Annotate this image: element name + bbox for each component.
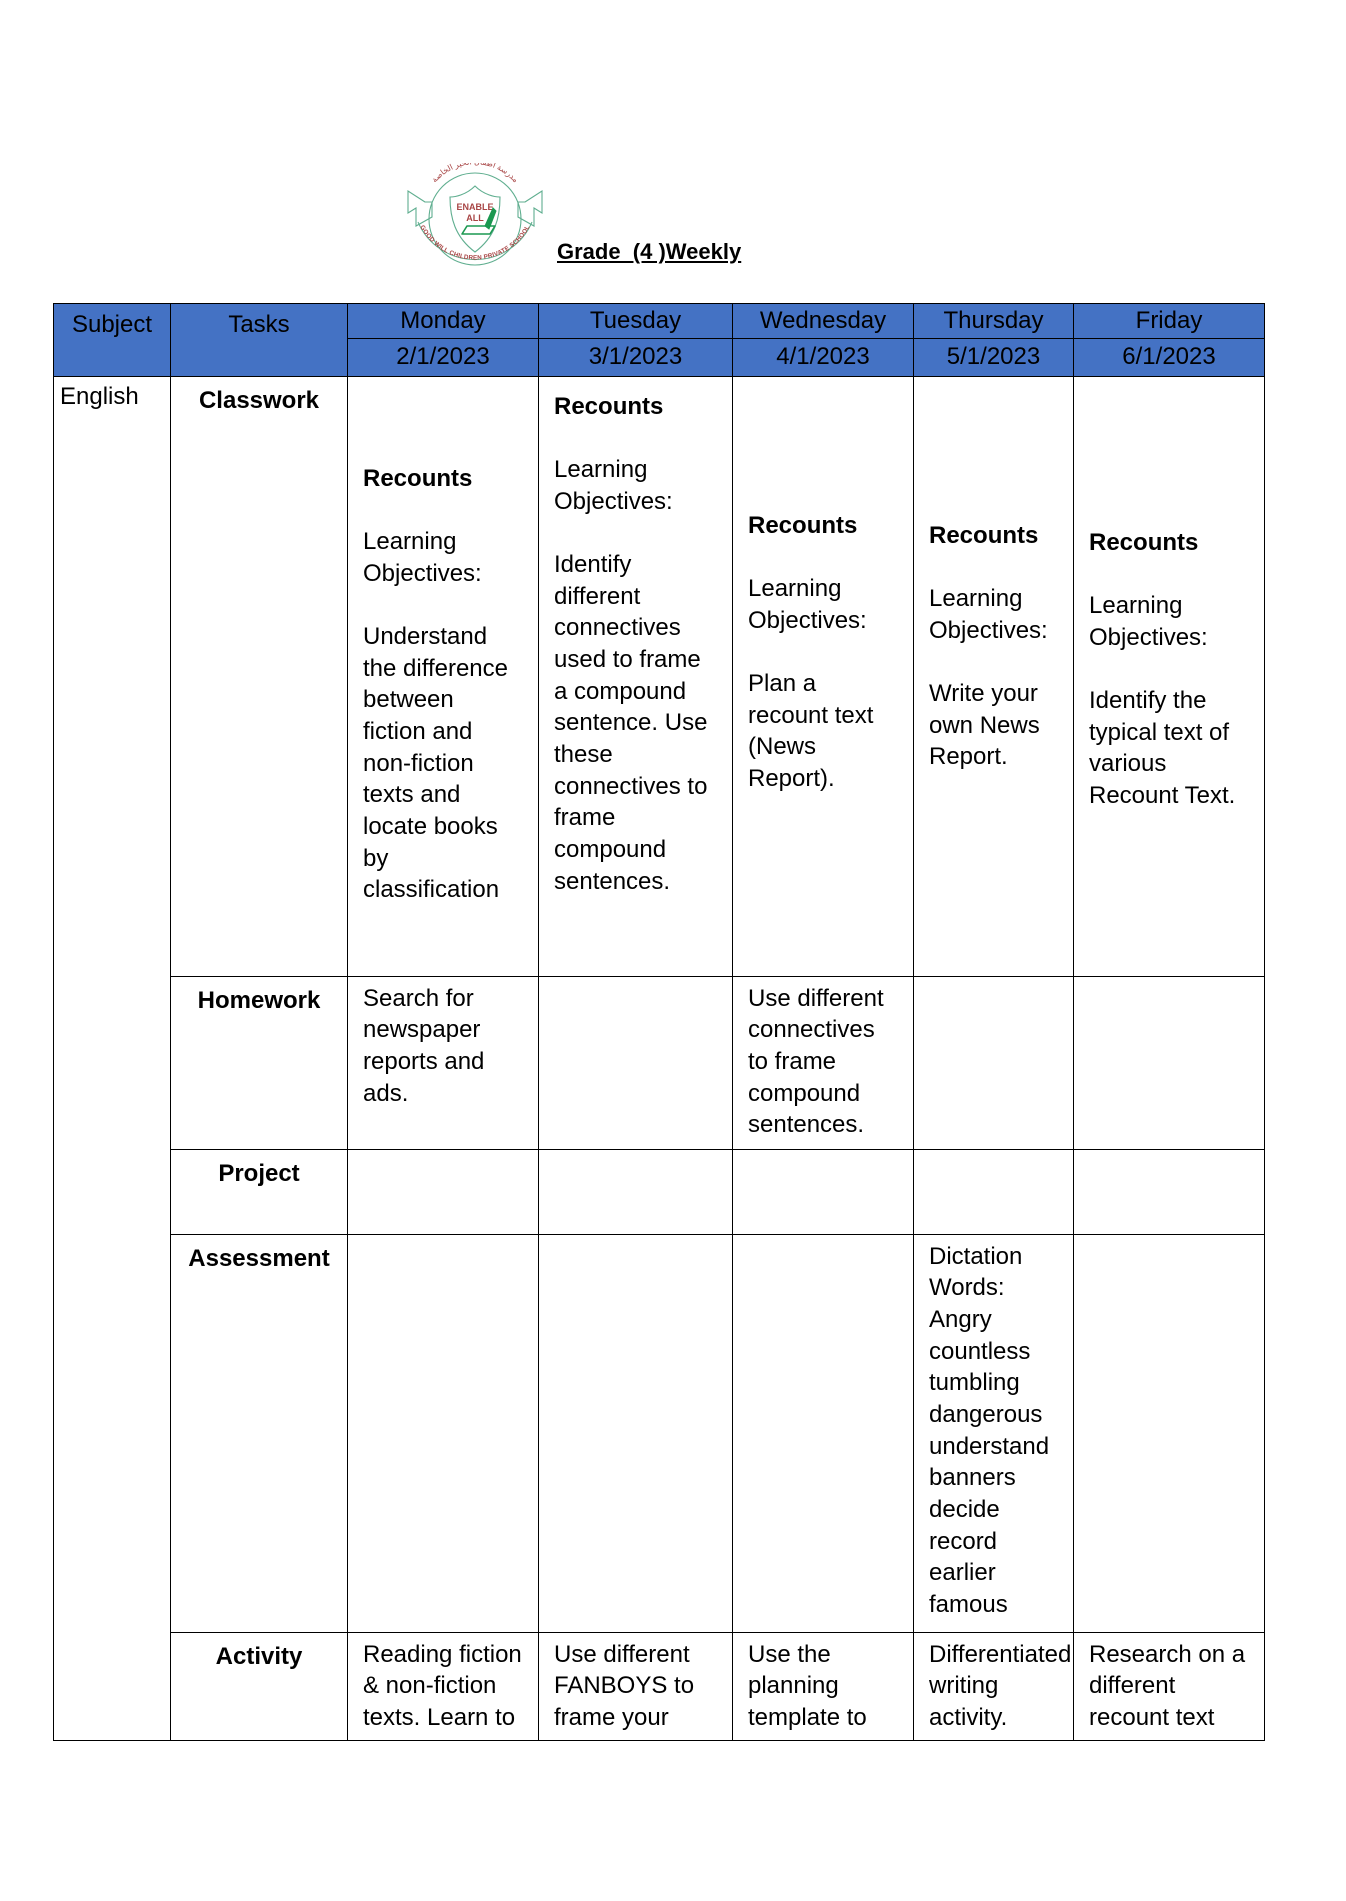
svg-text:ENABLE: ENABLE [456,202,493,212]
svg-text:ALL: ALL [466,213,484,223]
svg-text:GOOD WILL CHILDREN PRIVATE SCH: GOOD WILL CHILDREN PRIVATE SCHOOL [418,224,531,261]
svg-text:مدرسة اطفال الخير الخاصة: مدرسة اطفال الخير الخاصة [430,163,520,184]
